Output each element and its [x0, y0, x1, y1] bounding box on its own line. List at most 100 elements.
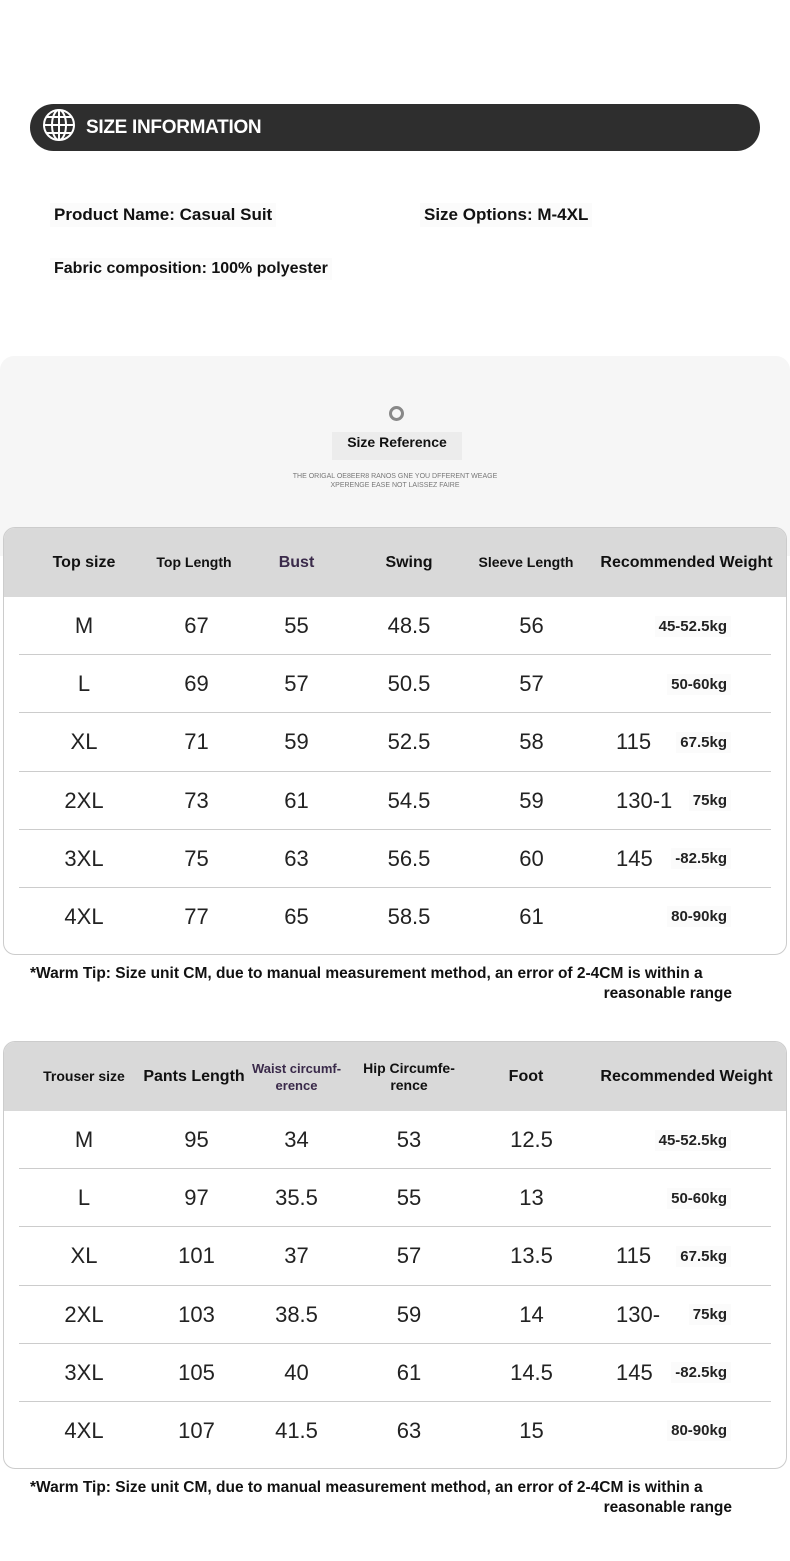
- weight-cell: 130-1 75kg: [604, 772, 759, 830]
- weight-cell: 45-52.5kg: [604, 1111, 759, 1169]
- table-row: M 67 55 48.5 56 45-52.5kg: [19, 597, 771, 656]
- weight-cell: 115 67.5kg: [604, 713, 759, 771]
- table-cell: 3XL: [64, 1359, 104, 1385]
- weight-kg: 80-90kg: [667, 1420, 731, 1442]
- column-header: Pants Length: [143, 1068, 245, 1085]
- table-cell: 97: [184, 1185, 209, 1211]
- table-cell: 14: [519, 1301, 544, 1327]
- subtitle-line-2: XPERENGE EASE NOT LAISSEZ FAIRE: [330, 482, 460, 489]
- tip-line-2: reasonable range: [603, 985, 732, 1002]
- table-row: 3XL 105 40 61 14.5 145 -82.5kg: [19, 1344, 771, 1402]
- table-cell: 67: [184, 613, 209, 638]
- table-cell: 13: [519, 1185, 544, 1211]
- globe-icon: [42, 108, 76, 147]
- column-header: Recommended Weight: [600, 1068, 773, 1085]
- table-cell: XL: [70, 729, 98, 755]
- table-cell: 61: [396, 1359, 422, 1385]
- size-options: Size Options: M-4XL: [420, 203, 593, 227]
- table-cell: 69: [184, 671, 209, 697]
- warm-tip-top: *Warm Tip: Size unit CM, due to manual m…: [30, 964, 732, 1004]
- column-header: Top size: [52, 554, 116, 571]
- table-cell: 13.5: [510, 1243, 553, 1269]
- weight-number: 145: [616, 1359, 653, 1385]
- table-cell: 56.5: [387, 845, 431, 871]
- size-reference-title: Size Reference: [332, 432, 462, 460]
- weight-kg: 50-60kg: [667, 673, 731, 695]
- weight-kg: 67.5kg: [676, 1245, 731, 1267]
- weight-number: 115: [616, 1243, 652, 1269]
- table-cell: 57: [519, 671, 544, 697]
- table-cell: 54.5: [387, 787, 431, 813]
- column-header: Bust: [278, 554, 315, 571]
- table-cell: 65: [284, 903, 309, 929]
- weight-kg: 67.5kg: [676, 731, 731, 753]
- weight-kg: 75kg: [688, 1304, 731, 1326]
- circle-icon: [389, 406, 404, 421]
- table-cell: 57: [396, 1243, 422, 1269]
- table-row: XL 71 59 52.5 58 115 67.5kg: [19, 713, 771, 772]
- table-cell: 60: [519, 845, 544, 871]
- weight-number: 130-1: [616, 787, 673, 813]
- table-row: 2XL 103 38.5 59 14 130- 75kg: [19, 1286, 771, 1344]
- weight-kg: -82.5kg: [671, 1362, 731, 1384]
- table-cell: 71: [184, 729, 209, 755]
- table-cell: 52.5: [387, 729, 431, 755]
- table-cell: 59: [396, 1301, 422, 1327]
- table-cell: 2XL: [64, 787, 104, 813]
- weight-kg: 45-52.5kg: [654, 1129, 731, 1151]
- tip-line-1: *Warm Tip: Size unit CM, due to manual m…: [30, 965, 703, 982]
- table-cell: 48.5: [387, 613, 431, 638]
- table-cell: M: [74, 1127, 94, 1152]
- table-cell: 56: [519, 613, 544, 638]
- subtitle-line-1: THE ORIGAL OE8EER8 RANOS GNE YOU DFFEREN…: [292, 473, 498, 480]
- weight-cell: 145 -82.5kg: [604, 830, 759, 888]
- column-header: Waist circumf-erence: [251, 1060, 342, 1093]
- table-cell: 50.5: [387, 671, 431, 697]
- product-name: Product Name: Casual Suit: [50, 203, 277, 227]
- weight-number: 145: [616, 845, 653, 871]
- tip-line-1: *Warm Tip: Size unit CM, due to manual m…: [30, 1479, 703, 1496]
- column-header: Foot: [508, 1068, 544, 1085]
- table-row: 4XL 77 65 58.5 61 80-90kg: [19, 888, 771, 946]
- table-cell: 61: [284, 787, 309, 813]
- fabric-composition: Fabric composition: 100% polyester: [50, 258, 332, 280]
- table-cell: 15: [519, 1417, 544, 1443]
- table-row: M 95 34 53 12.5 45-52.5kg: [19, 1111, 771, 1170]
- table-cell: 55: [396, 1185, 422, 1211]
- weight-cell: 45-52.5kg: [604, 597, 759, 655]
- table-cell: 40: [284, 1359, 309, 1385]
- table-cell: 35.5: [275, 1185, 318, 1211]
- weight-kg: 50-60kg: [667, 1187, 731, 1209]
- table-cell: 73: [184, 787, 209, 813]
- trouser-size-table: Trouser size Pants Length Waist circumf-er…: [3, 1041, 787, 1469]
- table-cell: 105: [178, 1359, 215, 1385]
- weight-kg: 45-52.5kg: [654, 615, 731, 637]
- column-header: Hip Circumfe-rence: [363, 1059, 455, 1093]
- weight-number: 130-: [616, 1301, 661, 1327]
- weight-kg: 75kg: [688, 790, 731, 812]
- table-cell: M: [74, 613, 94, 638]
- weight-cell: 130- 75kg: [604, 1286, 759, 1344]
- table-cell: 63: [284, 845, 309, 871]
- weight-kg: -82.5kg: [671, 848, 731, 870]
- table-cell: 75: [184, 845, 209, 871]
- table-cell: 59: [519, 787, 544, 813]
- size-reference-subtitle: THE ORIGAL OE8EER8 RANOS GNE YOU DFFEREN…: [0, 472, 790, 490]
- weight-cell: 145 -82.5kg: [604, 1344, 759, 1402]
- table-cell: 59: [284, 729, 309, 755]
- table-cell: 2XL: [64, 1301, 104, 1327]
- weight-cell: 50-60kg: [604, 1169, 759, 1227]
- table-row: XL 101 37 57 13.5 115 67.5kg: [19, 1227, 771, 1286]
- table-cell: L: [77, 671, 91, 697]
- table-row: 2XL 73 61 54.5 59 130-1 75kg: [19, 772, 771, 830]
- tip-line-2: reasonable range: [603, 1499, 732, 1516]
- table-cell: 103: [178, 1301, 215, 1327]
- table-cell: 12.5: [510, 1127, 553, 1152]
- weight-number: 115: [616, 729, 652, 755]
- table-row: L 69 57 50.5 57 50-60kg: [19, 655, 771, 714]
- table-cell: 55: [284, 613, 309, 638]
- weight-cell: 115 67.5kg: [604, 1227, 759, 1285]
- weight-cell: 50-60kg: [604, 655, 759, 713]
- warm-tip-trouser: *Warm Tip: Size unit CM, due to manual m…: [30, 1478, 732, 1518]
- column-header: Top Length: [156, 554, 232, 570]
